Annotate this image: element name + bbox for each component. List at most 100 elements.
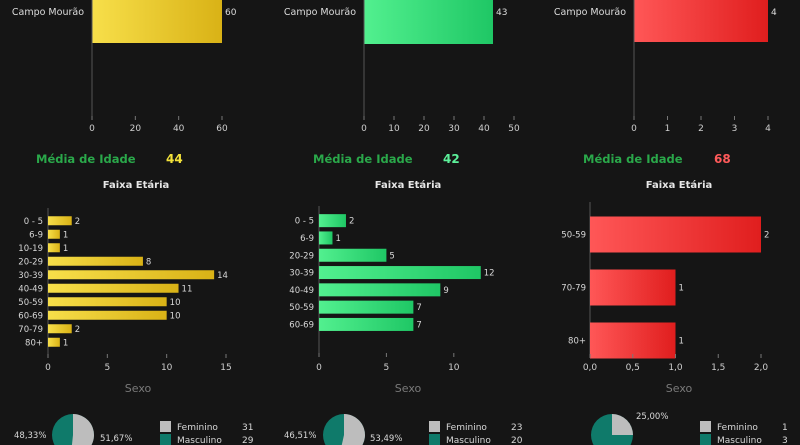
top-tick-label: 3 xyxy=(732,124,738,134)
faixa-category-label: 50-59 xyxy=(18,298,43,308)
faixa-bar-value: 12 xyxy=(484,269,495,279)
faixa-bar-value: 2 xyxy=(75,217,80,227)
legend-swatch-feminino xyxy=(700,421,711,432)
faixa-tick-label: 2,0 xyxy=(754,363,769,373)
faixa-bar-value: 1 xyxy=(63,338,68,348)
faixa-bar-value: 2 xyxy=(764,231,769,241)
top-tick-label: 30 xyxy=(448,124,460,134)
media-idade-value: 42 xyxy=(443,152,460,166)
faixa-bar xyxy=(319,266,481,280)
media-idade-label: Média de Idade xyxy=(36,152,136,166)
faixa-category-label: 60-69 xyxy=(289,320,314,330)
top-tick-label: 0 xyxy=(361,124,367,134)
faixa-bar xyxy=(48,216,72,226)
faixa-bar xyxy=(48,283,179,293)
sexo-fem-pct: 25,00% xyxy=(636,412,668,422)
faixa-tick-label: 0,5 xyxy=(626,363,640,373)
legend-swatch-masculino xyxy=(429,434,440,445)
faixa-tick-label: 5 xyxy=(384,363,390,373)
faixa-bar xyxy=(48,337,60,347)
faixa-bar-value: 2 xyxy=(75,325,80,335)
top-category-label: Campo Mourão xyxy=(554,7,626,18)
media-idade-label: Média de Idade xyxy=(313,152,413,166)
faixa-bar xyxy=(319,214,346,228)
faixa-category-label: 30-39 xyxy=(18,271,43,281)
top-tick-label: 10 xyxy=(388,124,400,134)
faixa-bar xyxy=(48,310,167,320)
legend-swatch-feminino xyxy=(160,421,171,432)
faixa-category-label: 50-59 xyxy=(289,303,314,313)
top-tick-label: 4 xyxy=(765,124,771,134)
sexo-pie-feminino xyxy=(341,414,365,445)
media-idade-value: 44 xyxy=(166,152,183,166)
faixa-tick-label: 10 xyxy=(161,363,173,373)
faixa-bar xyxy=(48,229,60,239)
faixa-category-label: 20-29 xyxy=(289,251,314,261)
faixa-bar-value: 14 xyxy=(217,271,228,281)
faixa-bar xyxy=(48,270,215,280)
faixa-bar xyxy=(590,269,676,306)
top-category-label: Campo Mourão xyxy=(12,7,84,18)
faixa-bar xyxy=(590,216,761,253)
legend-label-masculino: Masculino xyxy=(717,436,762,445)
top-bar xyxy=(92,0,222,43)
top-bar xyxy=(364,0,493,44)
legend-label-feminino: Feminino xyxy=(446,423,487,433)
legend-count-feminino: 1 xyxy=(782,423,788,433)
faixa-tick-label: 0 xyxy=(316,363,322,373)
media-idade-value: 68 xyxy=(714,152,731,166)
legend-count-feminino: 23 xyxy=(511,423,522,433)
sexo-masc-pct: 51,67% xyxy=(100,434,132,444)
top-bar xyxy=(634,0,768,42)
legend-swatch-feminino xyxy=(429,421,440,432)
faixa-category-label: 6-9 xyxy=(29,230,43,240)
faixa-tick-label: 10 xyxy=(448,363,460,373)
faixa-bar-value: 7 xyxy=(416,303,421,313)
faixa-tick-label: 0,0 xyxy=(583,363,598,373)
sexo-title: Sexo xyxy=(125,382,152,395)
faixa-tick-label: 1,5 xyxy=(711,363,725,373)
faixa-bar-value: 8 xyxy=(146,257,151,267)
faixa-bar-value: 10 xyxy=(170,311,181,321)
faixa-category-label: 70-79 xyxy=(561,284,586,294)
faixa-category-label: 80+ xyxy=(568,337,586,347)
faixa-category-label: 10-19 xyxy=(18,244,43,254)
legend-count-masculino: 29 xyxy=(242,436,254,445)
faixa-bar-value: 1 xyxy=(679,337,684,347)
top-bar-value: 60 xyxy=(225,8,237,18)
faixa-bar-value: 10 xyxy=(170,298,181,308)
legend-label-feminino: Feminino xyxy=(717,423,758,433)
faixa-category-label: 20-29 xyxy=(18,257,43,267)
faixa-category-label: 40-49 xyxy=(289,286,314,296)
faixa-bar-value: 11 xyxy=(182,284,193,294)
top-bar-value: 4 xyxy=(771,8,777,18)
legend-swatch-masculino xyxy=(160,434,171,445)
faixa-tick-label: 15 xyxy=(220,363,231,373)
sexo-masc-pct: 53,49% xyxy=(370,434,402,444)
top-tick-label: 40 xyxy=(173,124,185,134)
faixa-bar xyxy=(48,297,167,307)
faixa-bar xyxy=(590,322,676,359)
top-bar-value: 43 xyxy=(496,8,507,18)
faixa-category-label: 80+ xyxy=(25,338,43,348)
legend-label-feminino: Feminino xyxy=(177,423,218,433)
faixa-bar-value: 1 xyxy=(63,244,68,254)
faixa-category-label: 0 - 5 xyxy=(24,217,43,227)
faixa-etaria-title: Faixa Etária xyxy=(375,179,442,191)
top-tick-label: 0 xyxy=(89,124,95,134)
faixa-tick-label: 1,0 xyxy=(668,363,683,373)
top-tick-label: 2 xyxy=(698,124,704,134)
faixa-bar-value: 5 xyxy=(389,251,394,261)
legend-label-masculino: Masculino xyxy=(177,436,222,445)
panel-red: Campo Mourão 4 0 1 2 3 4 Média de Idade 68 Faixa … xyxy=(554,0,788,445)
top-tick-label: 20 xyxy=(130,124,142,134)
sexo-title: Sexo xyxy=(666,382,693,395)
faixa-category-label: 6-9 xyxy=(300,234,314,244)
top-tick-label: 60 xyxy=(216,124,228,134)
faixa-tick-label: 5 xyxy=(104,363,110,373)
faixa-etaria-title: Faixa Etária xyxy=(103,179,170,191)
top-tick-label: 1 xyxy=(665,124,671,134)
top-tick-label: 50 xyxy=(508,124,520,134)
